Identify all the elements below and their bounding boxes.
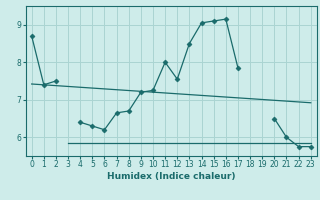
X-axis label: Humidex (Indice chaleur): Humidex (Indice chaleur) — [107, 172, 236, 181]
